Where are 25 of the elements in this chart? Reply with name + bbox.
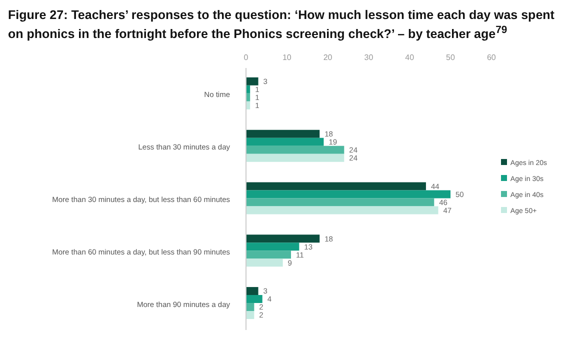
bar (246, 130, 320, 138)
bar (246, 78, 258, 86)
bar (246, 206, 438, 214)
x-tick-label: 60 (486, 53, 496, 62)
x-tick-label: 30 (364, 53, 374, 62)
bar (246, 242, 300, 251)
x-tick-label: 50 (446, 53, 456, 62)
bar (246, 250, 291, 259)
x-tick-label: 10 (282, 53, 292, 62)
bar (246, 198, 434, 206)
bar (246, 154, 344, 162)
bar (246, 295, 262, 304)
x-tick-label: 0 (244, 53, 249, 62)
chart-title: Figure 27: Teachers’ responses to the question: ‘How much lesson time each day was spent on phonics in the fortnight before the Phonics screening check?’ – by teacher age$^{79}$ (8, 8, 556, 42)
x-tick-label: 40 (405, 53, 415, 62)
bar (246, 303, 254, 312)
x-tick-label: 20 (323, 53, 333, 62)
bar (246, 138, 324, 146)
bar (246, 182, 426, 190)
bar (246, 190, 451, 198)
bar (246, 146, 344, 154)
bar (246, 311, 254, 320)
bar (246, 234, 320, 243)
bar (246, 287, 258, 296)
bar (246, 258, 283, 267)
